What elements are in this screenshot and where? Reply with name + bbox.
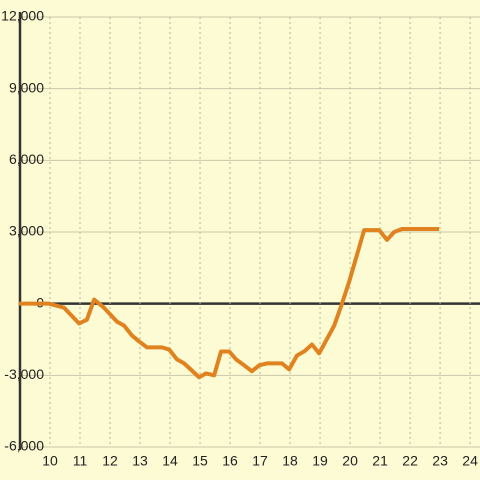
x-tick-label: 14 <box>162 453 178 469</box>
y-tick-label: 12,000 <box>1 8 44 24</box>
x-tick-label: 23 <box>432 453 448 469</box>
x-tick-label: 13 <box>132 453 148 469</box>
x-tick-label: 15 <box>192 453 208 469</box>
data-line <box>19 227 440 380</box>
x-tick-label: 24 <box>462 453 478 469</box>
x-tick-label: 18 <box>282 453 298 469</box>
y-tick-label: 3,000 <box>9 223 44 239</box>
x-tick-label: 12 <box>102 453 118 469</box>
y-tick-label: -3,000 <box>4 366 44 382</box>
x-tick-label: 19 <box>312 453 328 469</box>
y-tick-label: 6,000 <box>9 151 44 167</box>
x-tick-label: 22 <box>402 453 418 469</box>
x-tick-label: 16 <box>222 453 238 469</box>
x-tick-label: 17 <box>252 453 268 469</box>
x-tick-label: 21 <box>372 453 388 469</box>
x-tick-label: 11 <box>73 453 88 469</box>
x-tick-label: 10 <box>42 453 58 469</box>
x-tick-label: 20 <box>342 453 358 469</box>
y-tick-label: -6,000 <box>4 438 44 454</box>
y-tick-label: 9,000 <box>9 79 44 95</box>
